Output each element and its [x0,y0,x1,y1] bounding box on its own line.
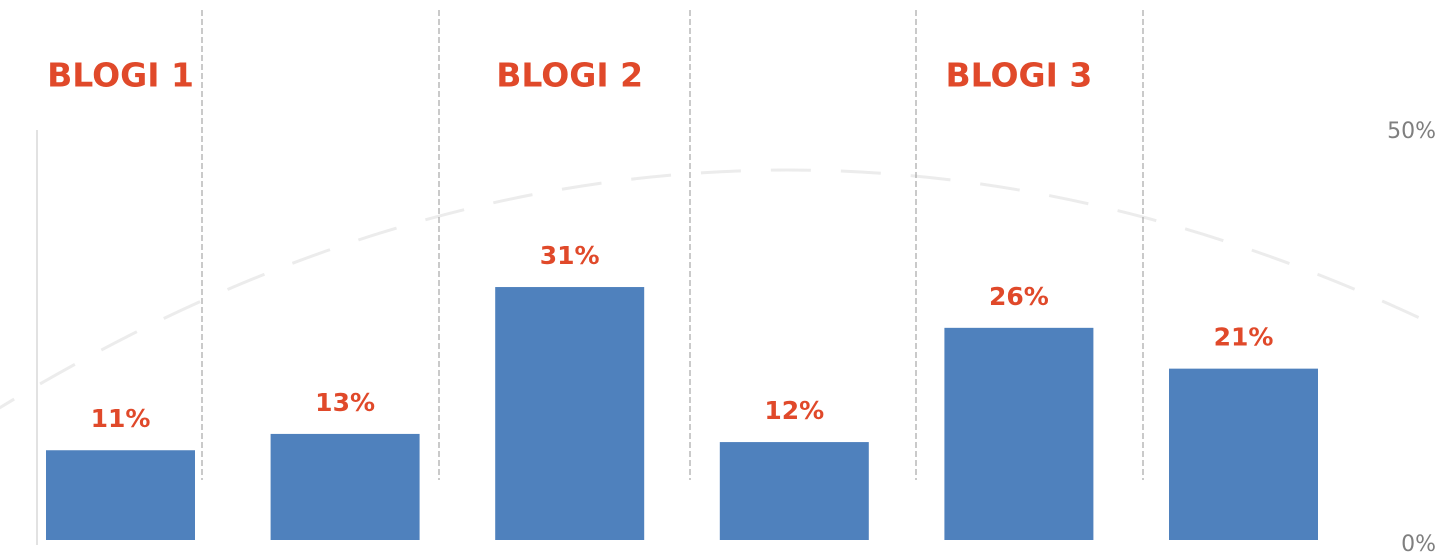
bar [46,450,195,540]
value-label: 26% [989,282,1049,311]
value-label: 31% [540,241,600,270]
value-label: 11% [91,404,151,433]
y-tick-label: 0% [1401,532,1436,557]
y-tick-label: 50% [1387,119,1436,144]
bar [944,327,1094,540]
value-label: 21% [1214,323,1274,352]
bar [495,287,645,540]
group-label: BLOGI 1 [47,56,194,95]
group-label: BLOGI 3 [945,56,1092,95]
bar [1169,368,1318,540]
bar [270,433,420,540]
value-label: 13% [315,388,375,417]
bar [719,442,869,540]
group-label: BLOGI 2 [496,56,643,95]
value-label: 12% [764,396,824,425]
background-arc [0,168,1445,410]
